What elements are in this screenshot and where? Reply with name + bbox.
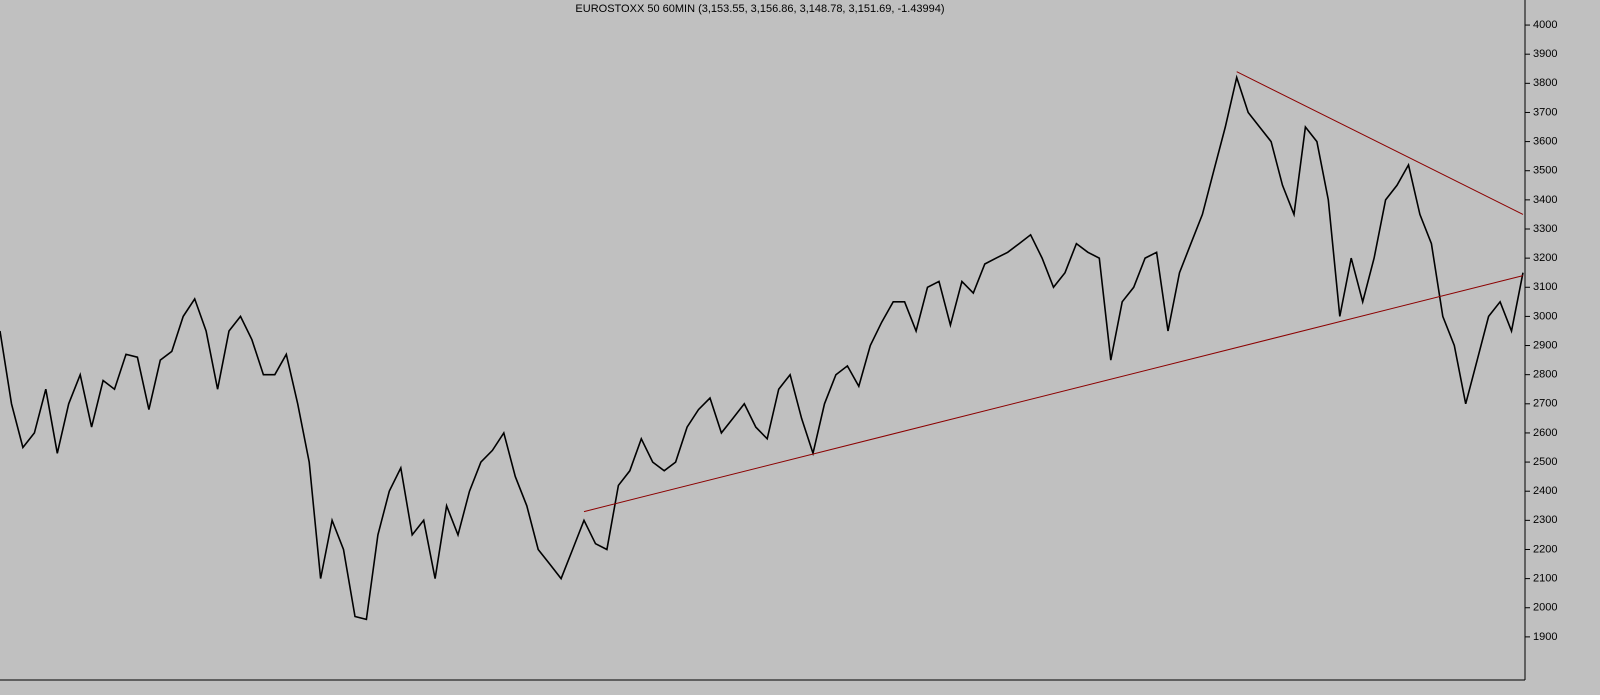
y-tick-label: 3300 [1533,223,1557,235]
y-tick-label: 2800 [1533,369,1557,381]
y-tick-label: 2400 [1533,485,1557,497]
y-tick-label: 1900 [1533,631,1557,643]
y-tick-label: 3400 [1533,194,1557,206]
y-tick-label: 3700 [1533,106,1557,118]
chart-title: EUROSTOXX 50 60MIN (3,153.55, 3,156.86, … [575,3,944,15]
y-tick-label: 3000 [1533,310,1557,322]
y-tick-label: 2100 [1533,573,1557,585]
y-tick-label: 2500 [1533,456,1557,468]
y-tick-label: 2000 [1533,602,1557,614]
price-line [0,74,1524,621]
y-tick-label: 2600 [1533,427,1557,439]
trendline [1236,71,1524,215]
y-tick-label: 3100 [1533,281,1557,293]
y-tick-label: 2300 [1533,514,1557,526]
y-tick-label: 3600 [1533,136,1557,148]
y-tick-label: 4000 [1533,19,1557,31]
y-tick-label: 3200 [1533,252,1557,264]
y-tick-label: 2900 [1533,339,1557,351]
trendline [583,275,1524,513]
y-tick-label: 2200 [1533,543,1557,555]
y-tick-label: 3800 [1533,77,1557,89]
y-tick-label: 2700 [1533,398,1557,410]
y-tick-label: 3500 [1533,165,1557,177]
y-tick-label: 3900 [1533,48,1557,60]
